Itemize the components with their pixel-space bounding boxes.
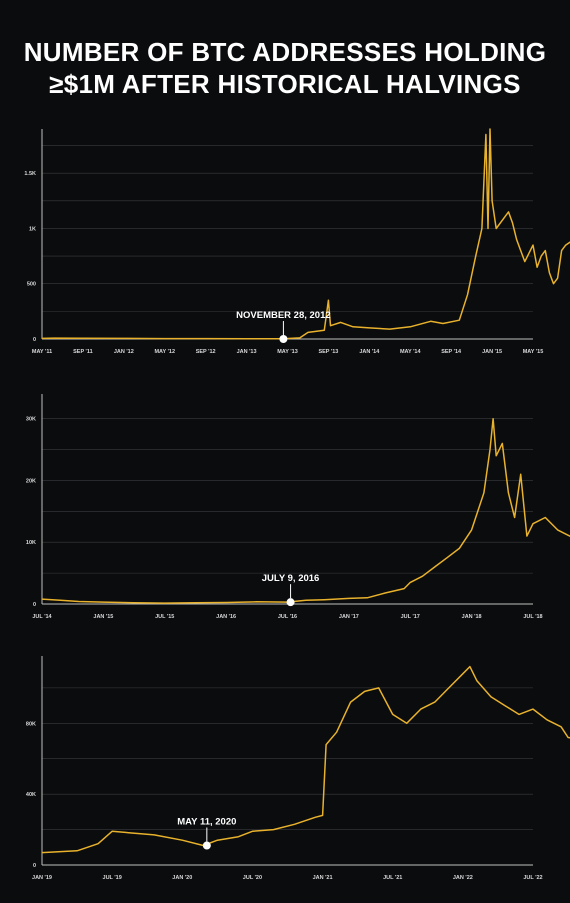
y-tick-label: 30K — [26, 417, 36, 423]
x-tick-label: JAN '17 — [339, 614, 359, 620]
halving-marker — [202, 841, 211, 850]
x-tick-label: JUL '17 — [401, 614, 420, 620]
y-tick-label: 1.5K — [24, 171, 36, 177]
chart-title: NUMBER OF BTC ADDRESSES HOLDING ≥$1M AFT… — [0, 36, 570, 100]
halving-date-label: MAY 11, 2020 — [177, 817, 236, 828]
x-tick-label: SEP '13 — [318, 349, 338, 355]
x-tick-label: JUL '19 — [103, 875, 122, 881]
x-tick-label: JAN '12 — [114, 349, 134, 355]
x-tick-label: MAY '13 — [277, 349, 298, 355]
x-tick-label: JAN '20 — [172, 875, 192, 881]
y-tick-label: 0 — [33, 337, 36, 343]
x-tick-label: JUL '18 — [523, 614, 542, 620]
x-tick-label: SEP '14 — [441, 349, 462, 355]
y-tick-label: 500 — [27, 282, 36, 288]
y-tick-label: 80K — [26, 721, 36, 727]
y-tick-label: 20K — [26, 478, 36, 484]
x-tick-label: JAN '15 — [482, 349, 502, 355]
x-tick-label: JAN '18 — [462, 614, 482, 620]
x-tick-label: JUL '14 — [32, 614, 52, 620]
x-tick-label: MAY '15 — [523, 349, 544, 355]
chart-panel-2012-halving: 0 500 1K 1.5K MAY '11 SEP '11 JAN '12 MAY '12 SE… — [24, 128, 570, 355]
chart-panel-2016-halving: 0 10K 20K 30K JUL '14 JAN '15 JUL '15 JAN '16 JU… — [26, 394, 570, 620]
y-tick-label: 10K — [26, 540, 36, 546]
x-tick-label: JUL '15 — [155, 614, 174, 620]
series-line — [41, 417, 570, 604]
x-tick-label: JAN '13 — [237, 349, 257, 355]
y-tick-label: 0 — [33, 863, 36, 869]
x-tick-label: MAY '11 — [32, 349, 52, 355]
x-tick-label: SEP '12 — [196, 349, 216, 355]
x-tick-label: JUL '21 — [383, 875, 402, 881]
halving-date-label: NOVEMBER 28, 2012 — [236, 310, 331, 321]
halving-marker — [279, 335, 288, 343]
y-tick-label: 0 — [33, 602, 36, 608]
x-tick-label: JUL '22 — [523, 875, 542, 881]
x-tick-label: JAN '19 — [32, 875, 52, 881]
halving-marker — [286, 598, 295, 607]
x-tick-label: JAN '14 — [359, 349, 380, 355]
series-line — [41, 128, 570, 340]
x-tick-label: MAY '12 — [154, 349, 175, 355]
y-tick-label: 1K — [29, 226, 36, 232]
series-line — [41, 665, 570, 854]
title-line-2: ≥$1M AFTER HISTORICAL HALVINGS — [49, 69, 521, 99]
halving-date-label: JULY 9, 2016 — [262, 573, 320, 584]
x-tick-label: JAN '22 — [453, 875, 473, 881]
x-tick-label: SEP '11 — [73, 349, 93, 355]
y-tick-label: 40K — [26, 792, 36, 798]
x-tick-label: JUL '16 — [278, 614, 297, 620]
chart-panel-2020-halving: 0 40K 80K JAN '19 JUL '19 JAN '20 JUL '20 JAN '… — [26, 656, 570, 881]
x-tick-label: JAN '15 — [93, 614, 113, 620]
x-tick-label: JUL '20 — [243, 875, 262, 881]
x-tick-label: JAN '16 — [216, 614, 236, 620]
x-tick-label: MAY '14 — [400, 349, 422, 355]
x-tick-label: JAN '21 — [313, 875, 333, 881]
title-line-1: NUMBER OF BTC ADDRESSES HOLDING — [23, 37, 547, 67]
